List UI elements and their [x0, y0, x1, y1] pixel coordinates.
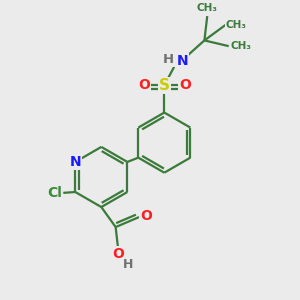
Text: N: N — [70, 155, 81, 169]
Text: O: O — [138, 78, 150, 92]
Text: CH₃: CH₃ — [197, 3, 218, 13]
Text: O: O — [179, 78, 191, 92]
Text: O: O — [140, 208, 152, 223]
Text: S: S — [159, 78, 170, 93]
Text: O: O — [112, 247, 124, 261]
Text: CH₃: CH₃ — [230, 41, 251, 51]
Text: H: H — [123, 258, 134, 271]
Text: N: N — [176, 54, 188, 68]
Text: H: H — [163, 53, 174, 66]
Text: Cl: Cl — [47, 186, 62, 200]
Text: CH₃: CH₃ — [226, 20, 247, 30]
